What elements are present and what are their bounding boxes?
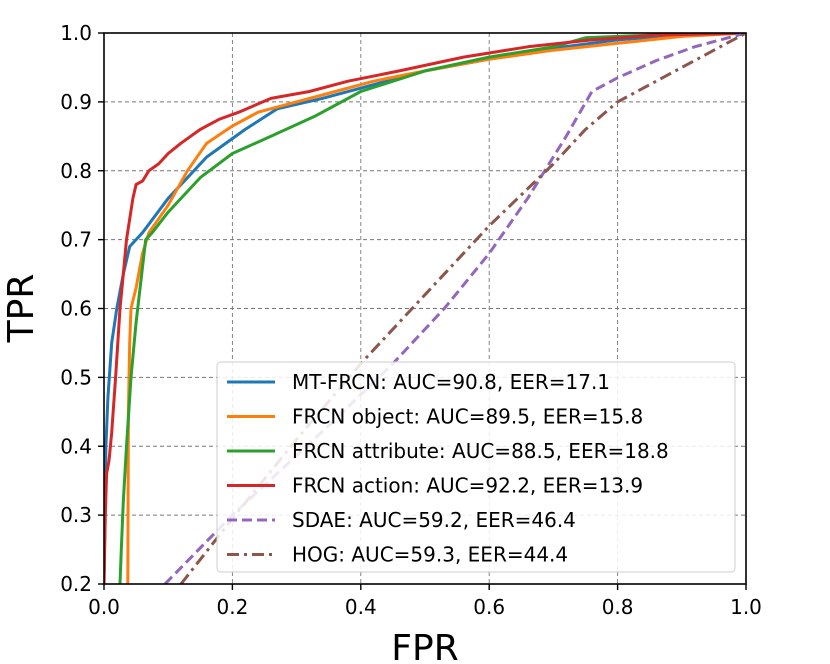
- y-axis-label: TPR: [1, 274, 42, 344]
- x-tick-label: 0.0: [88, 595, 120, 619]
- y-tick-label: 0.7: [60, 228, 92, 252]
- y-tick-label: 0.6: [60, 297, 92, 321]
- x-tick-label: 1.0: [730, 595, 762, 619]
- legend: MT-FRCN: AUC=90.8, EER=17.1 FRCN object: …: [216, 361, 736, 573]
- x-tick-label: 0.4: [345, 595, 377, 619]
- x-tick-label: 0.8: [602, 595, 634, 619]
- y-tick-label: 0.5: [60, 365, 92, 389]
- legend-box: [216, 361, 736, 573]
- x-tick-label: 0.2: [216, 595, 248, 619]
- series-line-2: [126, 33, 746, 584]
- y-tick-label: 0.9: [60, 90, 92, 114]
- x-tick-label: 0.6: [473, 595, 505, 619]
- y-tick-label: 0.3: [60, 503, 92, 527]
- y-tick-label: 1.0: [60, 21, 92, 45]
- y-axis-ticks: 0.2 0.3 0.4 0.5 0.6 0.7 0.8 0.9 1.0: [60, 21, 104, 596]
- series-line-4: [104, 33, 746, 584]
- y-tick-label: 0.8: [60, 159, 92, 183]
- series-layer: [104, 33, 746, 584]
- series-line-3: [118, 33, 746, 584]
- legend-label-4: FRCN action: AUC=92.2, EER=13.9: [292, 474, 643, 498]
- legend-label-2: FRCN object: AUC=89.5, EER=15.8: [292, 405, 643, 429]
- legend-label-5: SDAE: AUC=59.2, EER=46.4: [292, 508, 576, 532]
- legend-label-6: HOG: AUC=59.3, EER=44.4: [292, 543, 568, 567]
- legend-label-1: MT-FRCN: AUC=90.8, EER=17.1: [292, 370, 610, 394]
- y-tick-label: 0.4: [60, 434, 92, 458]
- x-axis-ticks: 0.0 0.2 0.4 0.6 0.8 1.0: [88, 584, 762, 619]
- legend-label-3: FRCN attribute: AUC=88.5, EER=18.8: [292, 439, 669, 463]
- x-axis-label: FPR: [391, 628, 458, 664]
- y-tick-label: 0.2: [60, 572, 92, 596]
